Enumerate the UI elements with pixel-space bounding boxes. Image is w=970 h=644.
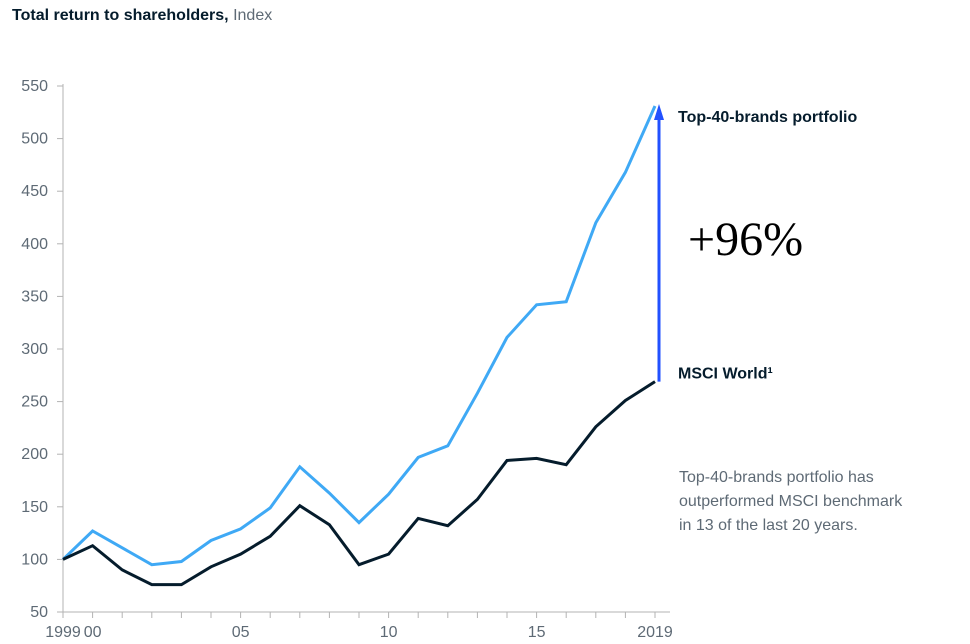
x-tick-label: 2019 — [637, 624, 673, 641]
x-tick-label: 10 — [380, 624, 398, 641]
footnote-line: Top-40-brands portfolio has — [679, 469, 874, 486]
footnote-line: in 13 of the last 20 years. — [679, 517, 858, 534]
series-line-msci — [62, 380, 656, 587]
y-tick-label: 550 — [21, 78, 48, 95]
footnote-line: outperformed MSCI benchmark — [679, 493, 903, 510]
y-tick-label: 350 — [21, 288, 48, 305]
y-tick-label: 450 — [21, 183, 48, 200]
chart-series — [61, 105, 657, 587]
y-tick-label: 250 — [21, 394, 48, 411]
chart-axes: 50 100 150 200 250 300 350 400 450 500 550 1999 00 05… — [21, 78, 673, 641]
y-tick-label: 400 — [21, 236, 48, 253]
chart-title-main: Total return to shareholders, — [12, 7, 229, 24]
y-tick-label: 100 — [21, 551, 48, 568]
chart-annotation: Top-40-brands portfolio MSCI World¹ +96% — [654, 103, 857, 383]
y-tick-label: 50 — [30, 604, 48, 621]
series-label-portfolio: Top-40-brands portfolio — [678, 109, 857, 126]
chart-footnote: Top-40-brands portfolio has outperformed… — [679, 466, 964, 538]
y-tick-label: 500 — [21, 131, 48, 148]
difference-label: +96% — [688, 213, 803, 266]
y-tick-label: 150 — [21, 499, 48, 516]
series-line-portfolio — [61, 105, 657, 567]
chart-title-unit: Index — [233, 7, 273, 24]
x-tick-label: 00 — [84, 624, 102, 641]
y-tick-label: 200 — [21, 446, 48, 463]
x-tick-label: 05 — [232, 624, 250, 641]
chart-title: Total return to shareholders, Index — [12, 7, 272, 25]
x-tick-label: 15 — [528, 624, 546, 641]
arrow-head-icon — [654, 103, 664, 120]
series-label-msci: MSCI World¹ — [678, 366, 773, 383]
x-tick-label: 1999 — [45, 624, 81, 641]
y-tick-label: 300 — [21, 341, 48, 358]
